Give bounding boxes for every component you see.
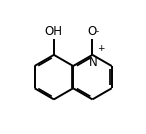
Text: OH: OH <box>45 25 63 38</box>
Text: N: N <box>89 56 98 69</box>
Text: +: + <box>97 44 104 53</box>
Text: -: - <box>95 27 99 36</box>
Text: O: O <box>87 25 96 38</box>
